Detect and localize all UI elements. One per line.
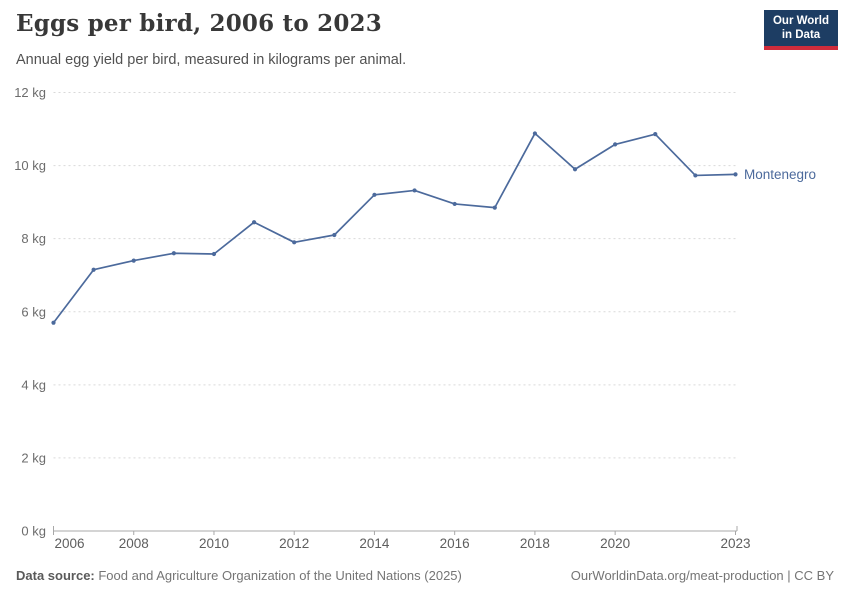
entity-label[interactable]: Montenegro [744,167,816,182]
y-tick-label: 8 kg [21,231,46,246]
x-tick-label: 2012 [279,536,309,551]
data-point[interactable] [171,251,176,256]
logo-red-bar [764,46,838,50]
data-point[interactable] [51,320,56,325]
x-tick-label: 2016 [440,536,470,551]
data-source: Data source: Food and Agriculture Organi… [16,568,462,583]
data-point[interactable] [372,192,377,197]
logo-text-line1: Our World [772,15,829,27]
data-point[interactable] [733,172,738,177]
data-point[interactable] [613,142,618,147]
data-point[interactable] [251,220,257,225]
x-tick-label: 2023 [720,536,750,551]
y-tick-label: 6 kg [21,304,46,319]
data-point[interactable] [572,167,578,172]
data-point[interactable] [332,232,337,238]
data-source-text: Food and Agriculture Organization of the… [94,568,462,583]
chart-canvas: 0 kg 2 kg 4 kg 6 kg 8 kg 10 kg 12 kg 2006 2008 20… [14,85,816,551]
data-point[interactable] [131,258,136,263]
y-tick-label: 12 kg [14,85,46,100]
x-tick-label: 2018 [520,536,550,551]
logo-text-line2: in Data [781,28,821,41]
data-source-label: Data source: [16,568,95,583]
series-line[interactable] [52,132,737,324]
y-tick-label: 4 kg [21,377,46,392]
owid-logo-text: Our World in Data [764,10,838,46]
data-point[interactable] [412,188,417,193]
data-point[interactable] [91,267,96,272]
x-tick-label: 2006 [55,536,85,551]
chart-footer: Data source: Food and Agriculture Organi… [16,568,834,583]
y-tick-label: 0 kg [21,524,46,539]
data-point[interactable] [211,251,217,257]
data-point[interactable] [292,240,297,245]
y-tick-label: 10 kg [14,158,46,173]
page-title: Eggs per bird, 2006 to 2023 [16,10,382,37]
x-tick-label: 2014 [359,536,390,551]
chart-subtitle: Annual egg yield per bird, measured in k… [16,52,407,68]
x-tick-label: 2010 [199,536,229,551]
data-point[interactable] [452,201,457,207]
y-tick-label: 2 kg [21,450,46,465]
attribution[interactable]: OurWorldinData.org/meat-production | CC … [570,568,834,583]
data-point[interactable] [492,205,497,210]
x-tick-label: 2020 [600,536,630,551]
x-tick-label: 2008 [119,536,149,551]
data-point[interactable] [693,173,698,178]
data-point[interactable] [653,132,658,137]
data-point[interactable] [532,131,538,136]
owid-logo[interactable]: Our World in Data [764,10,838,50]
